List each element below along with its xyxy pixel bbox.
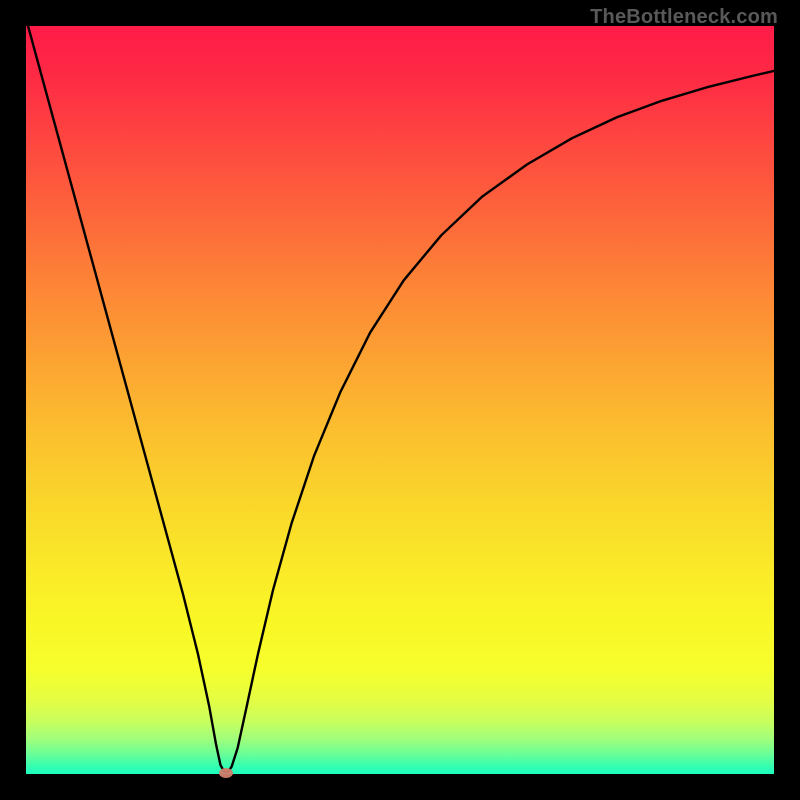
- watermark-text: TheBottleneck.com: [590, 6, 778, 29]
- minimum-marker-icon: [219, 768, 233, 778]
- chart-root: { "watermark": { "text": "TheBottleneck.…: [0, 0, 800, 800]
- bottleneck-curve: [26, 26, 774, 774]
- plot-area: [26, 26, 774, 774]
